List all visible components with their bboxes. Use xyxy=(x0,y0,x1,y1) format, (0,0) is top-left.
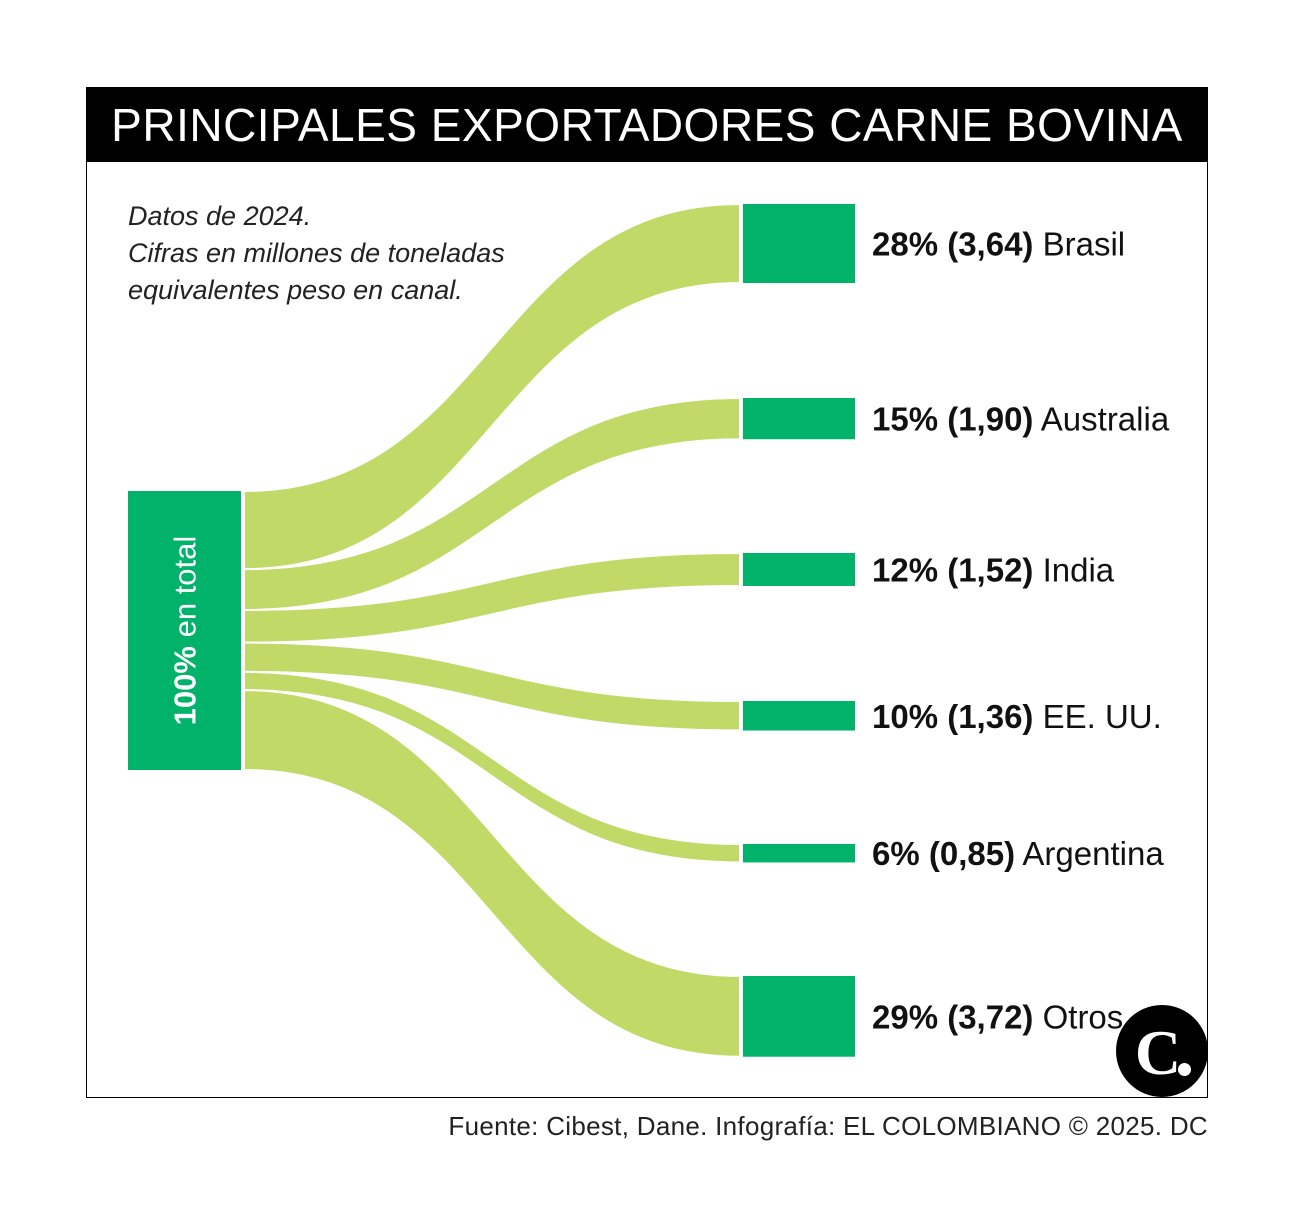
note-line: Cifras en millones de toneladas xyxy=(128,238,505,268)
target-label-4: 6% (0,85) Argentina xyxy=(872,835,1164,872)
flow-2 xyxy=(243,551,741,644)
flow-1 xyxy=(243,396,741,611)
target-node-2 xyxy=(743,553,855,586)
target-node-0 xyxy=(743,204,855,283)
source-node xyxy=(128,491,241,770)
flow-5 xyxy=(243,689,741,1058)
chart-note: Datos de 2024. Cifras en millones de ton… xyxy=(128,198,578,309)
target-label-3: 10% (1,36) EE. UU. xyxy=(872,697,1162,734)
target-node-5 xyxy=(743,976,855,1057)
logo-letter: C xyxy=(1134,1017,1182,1088)
chart-title: PRINCIPALES EXPORTADORES CARNE BOVINA xyxy=(111,98,1183,151)
title-bar: PRINCIPALES EXPORTADORES CARNE BOVINA xyxy=(86,87,1208,162)
el-colombiano-logo: C xyxy=(1116,1005,1208,1097)
target-label-5: 29% (3,72) Otros xyxy=(872,998,1123,1035)
target-node-3 xyxy=(743,701,855,731)
flow-0 xyxy=(243,202,741,571)
target-label-0: 28% (3,64) Brasil xyxy=(872,225,1125,262)
target-node-1 xyxy=(743,398,855,440)
note-line: equivalentes peso en canal. xyxy=(128,275,463,305)
target-node-4 xyxy=(743,844,855,863)
note-line: Datos de 2024. xyxy=(128,201,312,231)
source-node-label: 100% en total xyxy=(167,536,202,726)
target-label-1: 15% (1,90) Australia xyxy=(872,400,1170,437)
logo-dot xyxy=(1178,1063,1191,1076)
target-label-2: 12% (1,52) India xyxy=(872,551,1115,588)
source-credit: Fuente: Cibest, Dane. Infografía: EL COL… xyxy=(448,1111,1208,1141)
flow-3 xyxy=(243,641,741,732)
flow-4 xyxy=(243,670,741,864)
